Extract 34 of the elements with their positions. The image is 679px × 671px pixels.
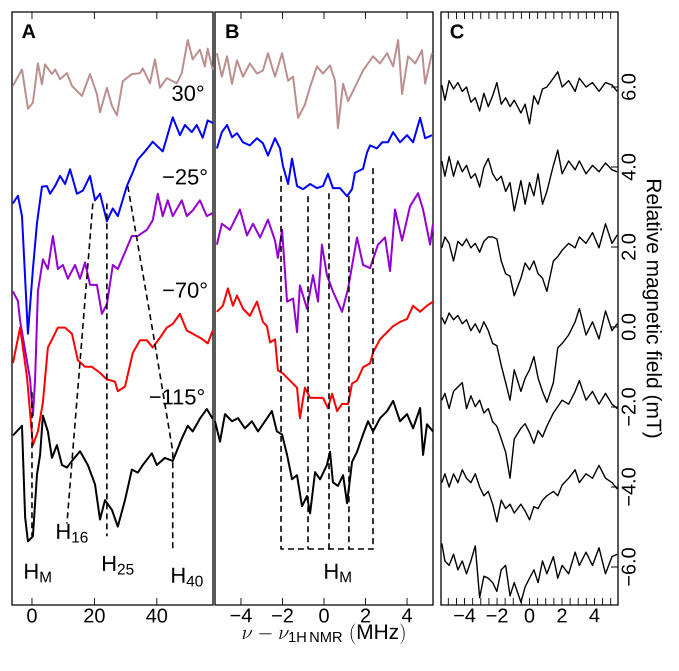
x-tick-label: 4 xyxy=(402,608,412,622)
x-tick-label: 2 xyxy=(557,608,567,622)
annotation: −25° xyxy=(163,169,207,185)
x-tick-label: −4 xyxy=(230,608,252,622)
text: H$_{M}$ xyxy=(325,564,351,582)
x-tick-label: 40 xyxy=(146,608,168,623)
text: H$_{M}$ xyxy=(25,564,51,582)
y-tick-label: −6.0 xyxy=(622,548,636,586)
x-tick-label: −4 xyxy=(454,608,476,622)
y-tick-label: −4.0 xyxy=(622,468,636,506)
y-tick-label: 6.0 xyxy=(622,74,636,100)
x-tick-label: 0 xyxy=(319,608,329,623)
annotation: −115° xyxy=(150,389,204,405)
x-axis-title: $\nu-\nu_{\mathrm{1H\,NMR}}\ (\mathrm{MHz})$ xyxy=(242,623,405,644)
y-tick-label: 0.0 xyxy=(622,314,636,340)
y-tick-label: 2.0 xyxy=(622,234,636,260)
chart-title: B xyxy=(226,24,239,38)
x-tick-label: 2 xyxy=(360,608,370,622)
chart-title: A xyxy=(22,24,36,38)
annotation: H$_{16}$ xyxy=(57,524,88,543)
y-axis-title: Relative magnetic field (mT) xyxy=(642,180,662,438)
x-tick-label: 20 xyxy=(84,608,105,623)
text: H$_{40}$ xyxy=(172,568,203,587)
chart-title: C xyxy=(450,24,464,38)
x-tick-label: −2 xyxy=(272,608,293,622)
x-tick-label: 4 xyxy=(589,608,600,622)
x-tick-label: 0 xyxy=(27,608,37,623)
y-tick-label: −2.0 xyxy=(622,388,636,426)
y-tick-label: 4.0 xyxy=(622,154,636,180)
x-tick-label: −2 xyxy=(486,608,508,622)
annotation: 30° xyxy=(172,85,204,101)
x-tick-label: 0 xyxy=(524,608,534,623)
text: H$_{25}$ xyxy=(103,556,134,575)
annotation: −70° xyxy=(163,282,207,298)
